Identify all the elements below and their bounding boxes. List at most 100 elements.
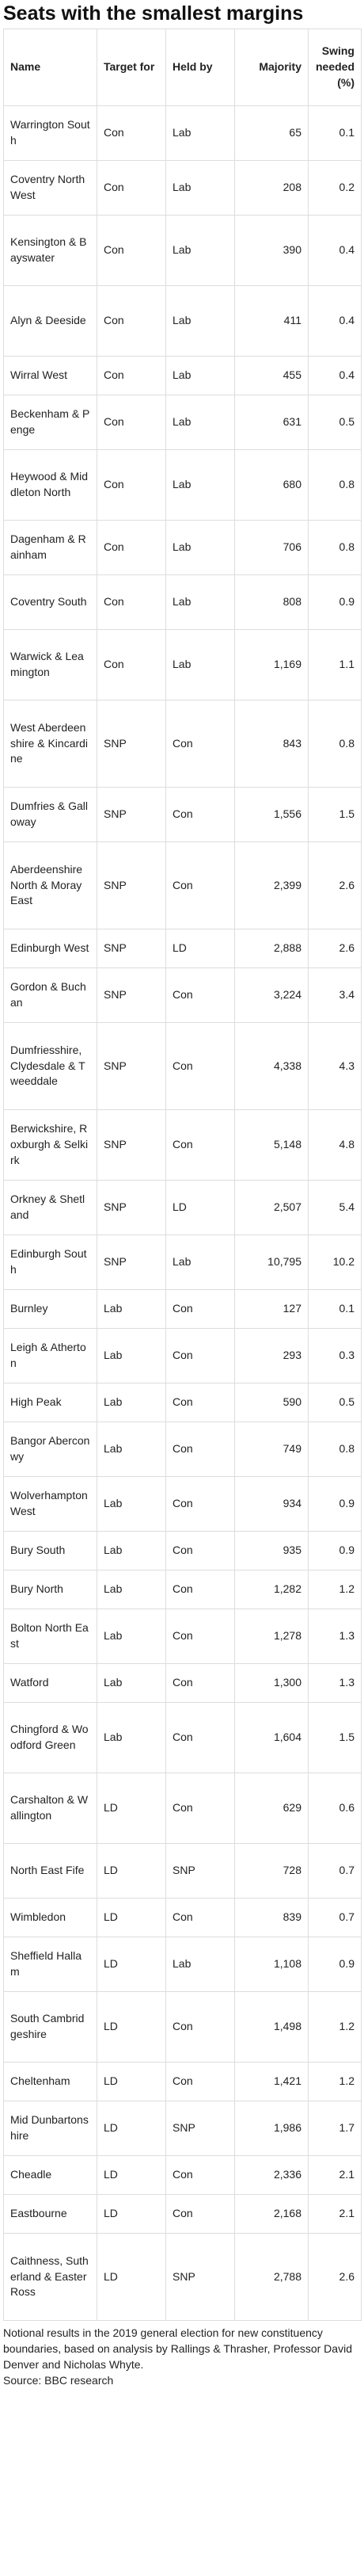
cell-held-by: Con xyxy=(165,1383,235,1422)
cell-held-by: Con xyxy=(165,841,235,929)
cell-held-by: Lab xyxy=(165,629,235,700)
table-row: Orkney & Shetland SNP LD 2,507 5.4 xyxy=(3,1180,362,1235)
table-row: Berwickshire, Roxburgh & Selkirk SNP Con 5,… xyxy=(3,1109,362,1181)
cell-name: Berwickshire, Roxburgh & Selkirk xyxy=(3,1109,97,1181)
cell-held-by: Lab xyxy=(165,160,235,216)
cell-name: Wirral West xyxy=(3,356,97,395)
cell-target-for: SNP xyxy=(97,841,166,929)
cell-held-by: Con xyxy=(165,1609,235,1664)
cell-majority: 2,888 xyxy=(234,929,309,968)
table-row: Bolton North East Lab Con 1,278 1.3 xyxy=(3,1609,362,1664)
cell-name: Aberdeenshire North & Moray East xyxy=(3,841,97,929)
cell-swing-needed: 0.8 xyxy=(308,520,362,575)
cell-swing-needed: 0.9 xyxy=(308,574,362,630)
cell-majority: 631 xyxy=(234,395,309,450)
cell-swing-needed: 1.1 xyxy=(308,629,362,700)
cell-name: South Cambridgeshire xyxy=(3,1991,97,2063)
cell-target-for: LD xyxy=(97,2155,166,2195)
table-row: Heywood & Middleton North Con Lab 680 0.8 xyxy=(3,449,362,521)
cell-name: Wimbledon xyxy=(3,1898,97,1937)
table-row: South Cambridgeshire LD Con 1,498 1.2 xyxy=(3,1991,362,2063)
table-row: Edinburgh West SNP LD 2,888 2.6 xyxy=(3,929,362,968)
cell-target-for: Con xyxy=(97,105,166,161)
cell-held-by: Con xyxy=(165,700,235,788)
cell-swing-needed: 0.1 xyxy=(308,105,362,161)
cell-held-by: SNP xyxy=(165,1843,235,1899)
page-title: Seats with the smallest margins xyxy=(3,2,304,25)
table-body: Warrington South Con Lab 65 0.1 Coventry Nort… xyxy=(3,105,362,2321)
cell-majority: 680 xyxy=(234,449,309,521)
cell-name: Eastbourne xyxy=(3,2194,97,2234)
cell-held-by: Lab xyxy=(165,520,235,575)
cell-held-by: Lab xyxy=(165,285,235,357)
cell-swing-needed: 1.2 xyxy=(308,1991,362,2063)
cell-name: Bury North xyxy=(3,1570,97,1609)
page: Seats with the smallest margins Name Tar… xyxy=(3,2,362,2387)
cell-swing-needed: 2.1 xyxy=(308,2155,362,2195)
cell-held-by: Con xyxy=(165,787,235,842)
cell-held-by: Lab xyxy=(165,215,235,286)
cell-swing-needed: 0.6 xyxy=(308,1773,362,1844)
cell-target-for: SNP xyxy=(97,1235,166,1290)
cell-target-for: SNP xyxy=(97,1109,166,1181)
cell-held-by: SNP xyxy=(165,2233,235,2321)
cell-majority: 1,108 xyxy=(234,1937,309,1992)
cell-target-for: SNP xyxy=(97,1180,166,1235)
cell-target-for: Con xyxy=(97,395,166,450)
cell-target-for: SNP xyxy=(97,787,166,842)
table-row: Cheadle LD Con 2,336 2.1 xyxy=(3,2155,362,2195)
cell-held-by: Con xyxy=(165,1476,235,1532)
cell-name: Cheltenham xyxy=(3,2062,97,2101)
header-row: Name Target for Held by Majority Swing n… xyxy=(3,29,362,106)
table-row: Leigh & Atherton Lab Con 293 0.3 xyxy=(3,1328,362,1383)
cell-name: Warrington South xyxy=(3,105,97,161)
table-row: North East Fife LD SNP 728 0.7 xyxy=(3,1843,362,1899)
column-header-target: Target for xyxy=(97,29,166,106)
cell-target-for: LD xyxy=(97,2101,166,2156)
cell-swing-needed: 1.5 xyxy=(308,1702,362,1773)
cell-swing-needed: 0.7 xyxy=(308,1843,362,1899)
cell-name: Heywood & Middleton North xyxy=(3,449,97,521)
column-header-name: Name xyxy=(3,29,97,106)
cell-target-for: LD xyxy=(97,2233,166,2321)
table-row: Bangor Aberconwy Lab Con 749 0.8 xyxy=(3,1422,362,1477)
cell-majority: 10,795 xyxy=(234,1235,309,1290)
cell-held-by: Con xyxy=(165,1702,235,1773)
cell-name: Mid Dunbartonshire xyxy=(3,2101,97,2156)
cell-name: Dumfries & Galloway xyxy=(3,787,97,842)
table-row: Mid Dunbartonshire LD SNP 1,986 1.7 xyxy=(3,2101,362,2156)
table-row: Carshalton & Wallington LD Con 629 0.6 xyxy=(3,1773,362,1844)
cell-swing-needed: 1.2 xyxy=(308,1570,362,1609)
cell-target-for: LD xyxy=(97,1898,166,1937)
cell-swing-needed: 2.6 xyxy=(308,929,362,968)
cell-name: Edinburgh West xyxy=(3,929,97,968)
table-row: High Peak Lab Con 590 0.5 xyxy=(3,1383,362,1422)
cell-target-for: LD xyxy=(97,1937,166,1992)
cell-name: Dagenham & Rainham xyxy=(3,520,97,575)
cell-majority: 4,338 xyxy=(234,1022,309,1110)
cell-majority: 2,507 xyxy=(234,1180,309,1235)
cell-name: Bangor Aberconwy xyxy=(3,1422,97,1477)
cell-majority: 934 xyxy=(234,1476,309,1532)
table-row: Wirral West Con Lab 455 0.4 xyxy=(3,356,362,395)
cell-swing-needed: 2.1 xyxy=(308,2194,362,2234)
cell-name: Burnley xyxy=(3,1289,97,1329)
cell-majority: 839 xyxy=(234,1898,309,1937)
cell-majority: 2,336 xyxy=(234,2155,309,2195)
cell-majority: 293 xyxy=(234,1328,309,1383)
cell-swing-needed: 0.9 xyxy=(308,1531,362,1570)
cell-majority: 1,282 xyxy=(234,1570,309,1609)
cell-majority: 208 xyxy=(234,160,309,216)
cell-swing-needed: 0.5 xyxy=(308,1383,362,1422)
cell-name: Wolverhampton West xyxy=(3,1476,97,1532)
cell-name: High Peak xyxy=(3,1383,97,1422)
cell-held-by: Lab xyxy=(165,1235,235,1290)
cell-name: Coventry North West xyxy=(3,160,97,216)
cell-majority: 65 xyxy=(234,105,309,161)
cell-swing-needed: 0.5 xyxy=(308,395,362,450)
cell-target-for: LD xyxy=(97,1843,166,1899)
table-row: Wolverhampton West Lab Con 934 0.9 xyxy=(3,1476,362,1532)
table-header: Name Target for Held by Majority Swing n… xyxy=(3,29,362,106)
cell-swing-needed: 0.1 xyxy=(308,1289,362,1329)
cell-name: Bury South xyxy=(3,1531,97,1570)
